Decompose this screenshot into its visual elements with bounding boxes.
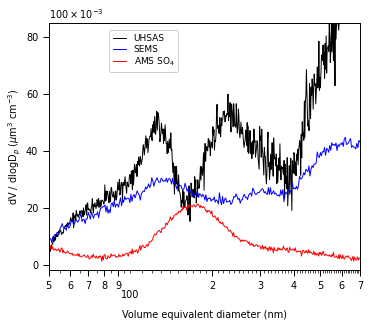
SEMS (47, 237, 52, 241)
AMS SO$_4$ (149, 240, 153, 244)
UHSAS (230, 107, 234, 111)
Legend: UHSAS, SEMS, AMS SO$_4$: UHSAS, SEMS, AMS SO$_4$ (109, 30, 178, 72)
AMS SO$_4$ (274, 249, 279, 253)
UHSAS (254, 146, 259, 149)
AMS SO$_4$ (171, 215, 175, 219)
UHSAS (281, 170, 285, 174)
UHSAS (127, 185, 131, 189)
AMS SO$_4$ (100, 259, 104, 263)
AMS SO$_4$ (273, 248, 277, 252)
SEMS (310, 164, 314, 168)
AMS SO$_4$ (195, 202, 200, 206)
SEMS (238, 201, 242, 205)
AMS SO$_4$ (358, 256, 362, 260)
Line: UHSAS: UHSAS (49, 23, 360, 258)
UHSAS (358, 21, 362, 25)
UHSAS (102, 202, 106, 206)
Line: AMS SO$_4$: AMS SO$_4$ (49, 204, 360, 261)
SEMS (343, 135, 347, 139)
AMS SO$_4$ (244, 239, 248, 243)
UHSAS (327, 21, 332, 25)
UHSAS (47, 256, 51, 260)
AMS SO$_4$ (84, 255, 88, 259)
SEMS (50, 241, 54, 245)
SEMS (358, 140, 362, 144)
Y-axis label: dV / dlogD$_p$ ($\mu$m$^3$ cm$^{-3}$): dV / dlogD$_p$ ($\mu$m$^3$ cm$^{-3}$) (7, 89, 23, 205)
SEMS (232, 194, 236, 198)
SEMS (233, 195, 237, 199)
UHSAS (187, 199, 192, 203)
SEMS (47, 238, 51, 242)
Text: $100\times10^{-3}$: $100\times10^{-3}$ (49, 7, 103, 21)
AMS SO$_4$ (47, 247, 51, 251)
X-axis label: Volume equivalent diameter (nm): Volume equivalent diameter (nm) (122, 310, 287, 320)
Line: SEMS: SEMS (49, 137, 360, 243)
SEMS (330, 141, 334, 145)
Text: 100: 100 (121, 290, 139, 300)
